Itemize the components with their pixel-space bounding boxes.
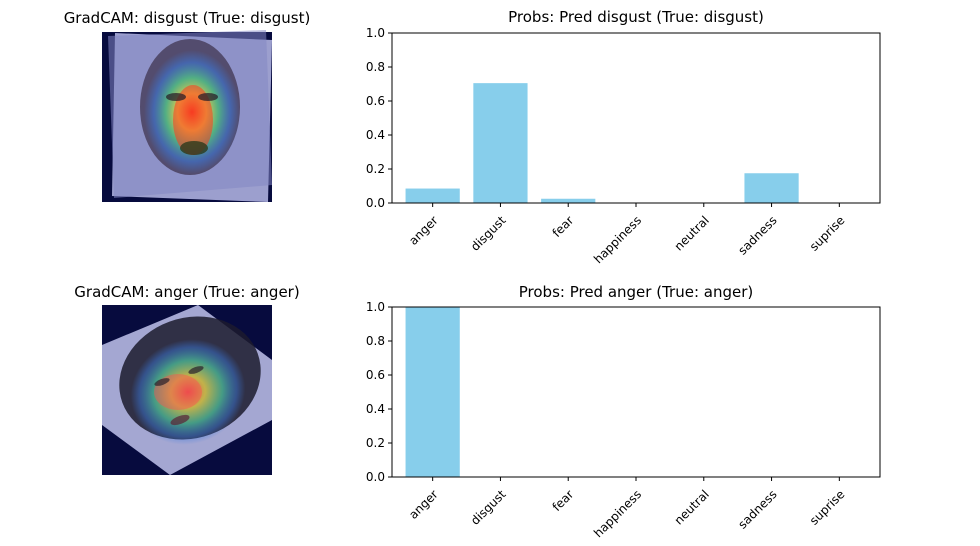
chart-title: Probs: Pred anger (True: anger) — [519, 283, 753, 301]
x-tick-label-sadness: sadness — [735, 213, 779, 257]
x-tick-label-fear: fear — [550, 213, 577, 240]
x-tick-label-happiness: happiness — [591, 487, 644, 540]
bar-fear — [541, 198, 596, 203]
gradcam-title-2: GradCAM: anger (True: anger) — [74, 283, 299, 301]
y-tick-label: 0.8 — [366, 60, 385, 74]
gradcam-image-2 — [102, 305, 272, 475]
y-tick-label: 0.6 — [366, 368, 385, 382]
chart-title: Probs: Pred disgust (True: disgust) — [508, 8, 764, 26]
y-tick-label: 0.0 — [366, 196, 385, 210]
bar-disgust — [473, 83, 528, 203]
y-tick-label: 0.0 — [366, 470, 385, 484]
x-tick-label-anger: anger — [406, 213, 441, 248]
y-tick-label: 0.4 — [366, 128, 385, 142]
plot-frame — [391, 306, 881, 478]
y-tick-label: 1.0 — [366, 300, 385, 314]
gradcam-title-1: GradCAM: disgust (True: disgust) — [64, 9, 311, 27]
x-tick-label-fear: fear — [550, 487, 577, 514]
x-tick-label-suprise: suprise — [807, 487, 848, 528]
probability-bar-chart-2: Probs: Pred anger (True: anger) 0.0 0.2 0.4… — [366, 283, 881, 540]
x-tick-label-sadness: sadness — [735, 487, 779, 531]
y-tick-label: 0.6 — [366, 94, 385, 108]
x-tick-label-anger: anger — [406, 487, 441, 522]
x-tick-label-disgust: disgust — [468, 213, 509, 254]
x-tick-label-neutral: neutral — [672, 213, 712, 253]
bar-anger — [405, 188, 460, 203]
bar-sadness — [744, 173, 799, 203]
x-tick-label-suprise: suprise — [807, 213, 848, 254]
y-tick-label: 0.4 — [366, 402, 385, 416]
y-tick-label: 0.8 — [366, 334, 385, 348]
y-tick-label: 0.2 — [366, 436, 385, 450]
x-tick-label-happiness: happiness — [591, 213, 644, 266]
x-tick-label-disgust: disgust — [468, 487, 509, 528]
plot-frame — [391, 32, 881, 204]
y-tick-label: 0.2 — [366, 162, 385, 176]
gradcam-image-1 — [102, 30, 272, 202]
y-tick-label: 1.0 — [366, 26, 385, 40]
bar-anger — [405, 307, 460, 477]
probability-bar-chart-1: Probs: Pred disgust (True: disgust) 0.0 0.… — [366, 8, 881, 266]
x-tick-label-neutral: neutral — [672, 487, 712, 527]
